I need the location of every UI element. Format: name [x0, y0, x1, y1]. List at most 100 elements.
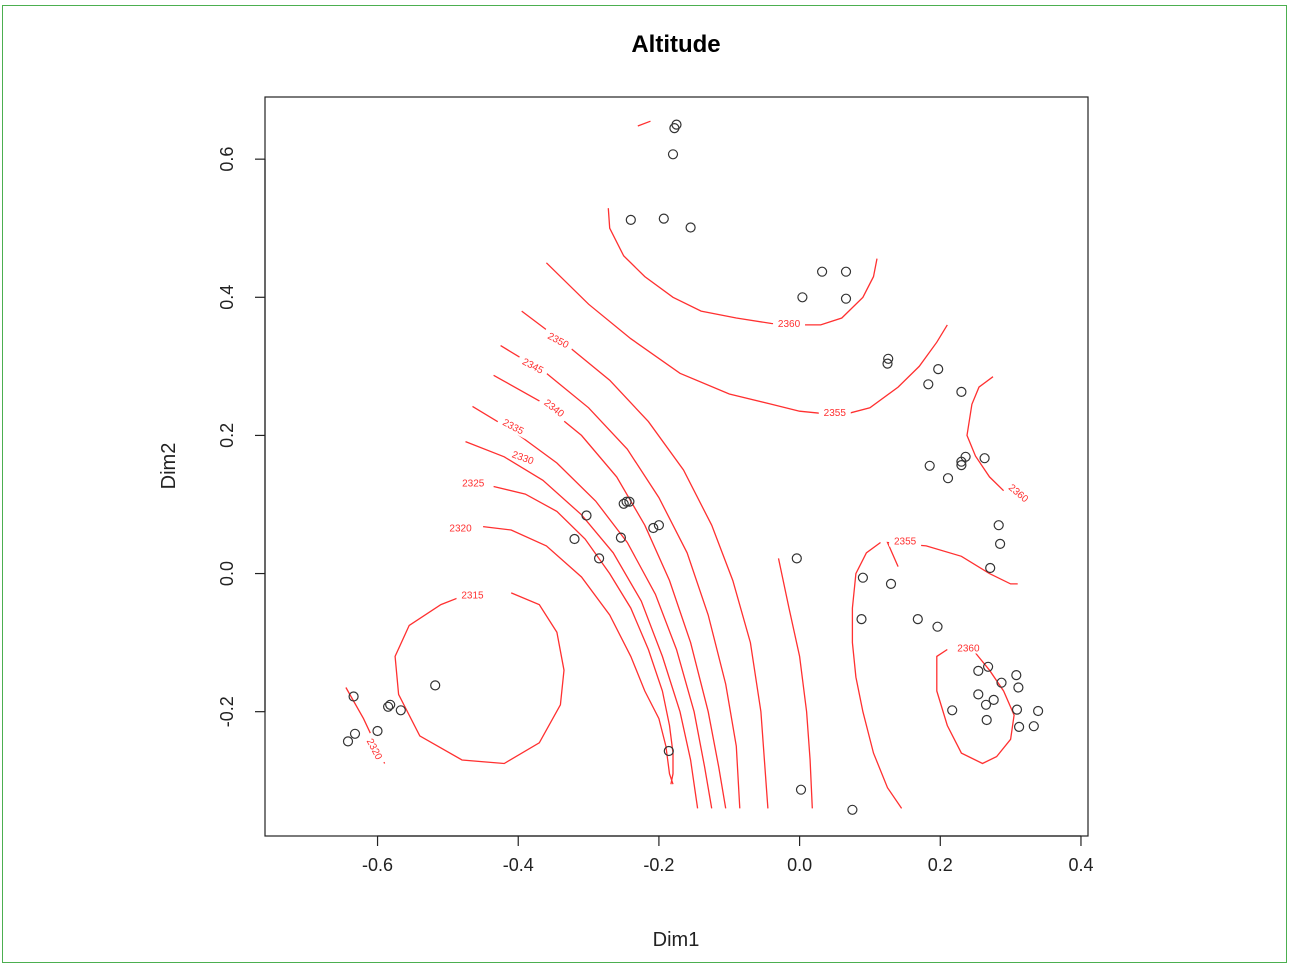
y-tick-label: 0.0 — [217, 561, 237, 586]
data-points — [342, 119, 1044, 815]
x-tick-label: -0.6 — [362, 855, 393, 875]
data-point — [581, 510, 592, 521]
data-point — [1028, 721, 1039, 732]
data-point — [882, 358, 893, 369]
data-point — [625, 214, 636, 225]
contour-label-2355: 2355 — [894, 536, 917, 547]
data-point — [933, 364, 944, 375]
contour-label-bg — [538, 393, 571, 423]
x-tick-label: -0.2 — [643, 855, 674, 875]
data-point — [663, 745, 674, 757]
data-point — [973, 665, 984, 677]
data-point — [994, 538, 1006, 550]
contour-line-2320 — [483, 525, 674, 785]
data-point — [847, 804, 858, 815]
contour-label-bg — [818, 406, 851, 419]
y-axis: -0.2 0.0 0.2 0.4 0.6 — [217, 147, 266, 727]
y-tick-label: 0.6 — [217, 147, 237, 172]
data-point — [942, 473, 954, 484]
x-tick-label: 0.2 — [928, 855, 953, 875]
data-point — [856, 613, 867, 625]
data-point — [993, 520, 1004, 531]
contour-line-2350 — [521, 310, 769, 809]
x-tick-label: 0.4 — [1068, 855, 1093, 875]
data-point — [956, 386, 967, 397]
data-point — [980, 699, 992, 710]
contour-line-2360 — [936, 647, 1015, 765]
contour-line-2355 — [851, 541, 903, 809]
contour-label-2360: 2360 — [957, 644, 980, 655]
chart-title: Altitude — [631, 31, 720, 58]
data-point — [1013, 721, 1025, 733]
contour-label-2325: 2325 — [462, 478, 485, 489]
contour-label-bg — [773, 316, 806, 329]
contour-line-2345 — [500, 345, 741, 809]
data-point — [430, 680, 441, 691]
data-point — [985, 562, 996, 574]
contour-label-bg — [444, 521, 477, 534]
contour-label-2330: 2330 — [510, 449, 535, 467]
data-point — [569, 533, 580, 545]
contour-label-bg — [457, 476, 490, 489]
contour-line-2360 — [966, 376, 1005, 492]
data-point — [924, 460, 935, 471]
data-point — [885, 578, 897, 590]
data-point — [947, 705, 958, 716]
data-point — [956, 460, 967, 471]
contour-lines: 2315232023202325233023352340234523502355… — [345, 120, 1036, 809]
contour-line-2315 — [394, 592, 565, 765]
data-point — [667, 149, 679, 160]
data-point — [816, 266, 828, 277]
data-point — [618, 498, 629, 509]
contour-label-2315: 2315 — [461, 590, 484, 601]
contour-line-2340 — [637, 120, 651, 127]
contour-label-bg — [889, 534, 922, 547]
data-point — [795, 784, 807, 795]
data-point — [1013, 682, 1024, 693]
data-point — [791, 553, 802, 564]
window-frame — [2, 5, 1287, 963]
contour-label-bg — [456, 588, 489, 601]
data-point — [349, 728, 361, 739]
contour-label-2355: 2355 — [824, 408, 847, 419]
data-point — [857, 572, 869, 583]
data-point — [982, 661, 994, 672]
data-point — [383, 701, 394, 712]
data-point — [973, 689, 984, 700]
data-point — [996, 677, 1007, 688]
contour-line-2355 — [777, 558, 813, 809]
data-point — [923, 379, 934, 390]
data-point — [653, 520, 665, 531]
data-point — [395, 705, 406, 716]
contour-label-bg — [496, 413, 531, 439]
x-axis: -0.6 -0.4 -0.2 0.0 0.2 0.4 — [362, 835, 1093, 875]
contour-label-2320: 2320 — [449, 523, 472, 534]
data-point — [593, 553, 605, 564]
data-point — [883, 353, 894, 364]
contour-line-2360 — [607, 208, 878, 326]
contour-label-bg — [952, 641, 985, 654]
contour-label-2360: 2360 — [778, 319, 801, 330]
data-point — [648, 522, 659, 534]
data-point — [685, 222, 696, 233]
y-tick-label: -0.2 — [217, 696, 237, 727]
data-point — [960, 451, 971, 462]
data-point — [342, 736, 354, 747]
contour-label-bg — [362, 731, 388, 766]
data-point — [840, 293, 852, 304]
data-point — [372, 725, 383, 737]
data-point — [624, 496, 635, 507]
data-point — [621, 496, 632, 507]
data-point — [912, 613, 923, 625]
contour-line-2325 — [493, 485, 674, 785]
contour-line-2335 — [472, 405, 713, 809]
contour-label-bg — [516, 352, 551, 379]
data-point — [932, 621, 943, 632]
data-point — [615, 532, 627, 543]
contour-label-bg — [1002, 477, 1036, 508]
x-axis-label: Dim1 — [653, 929, 700, 951]
contour-line-2340 — [493, 374, 727, 809]
plot-area-box — [264, 96, 1089, 837]
